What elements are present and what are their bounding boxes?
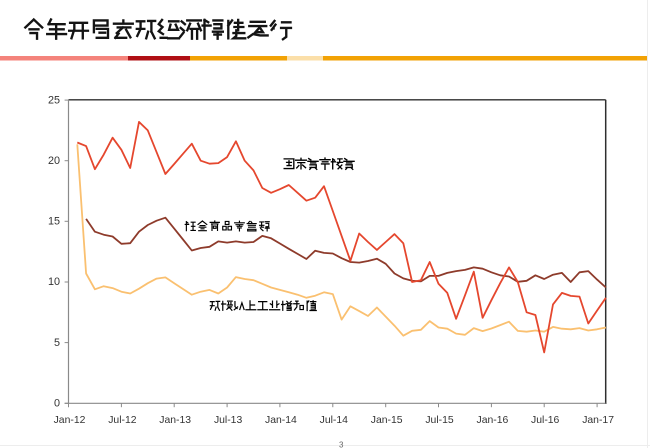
svg-text:Jan-17: Jan-17: [582, 415, 614, 426]
svg-text:25: 25: [48, 94, 60, 106]
svg-text:Jan-14: Jan-14: [265, 415, 297, 426]
svg-text:Jan-16: Jan-16: [477, 415, 509, 426]
svg-text:Jul-14: Jul-14: [320, 415, 349, 426]
svg-text:Jul-16: Jul-16: [531, 415, 560, 426]
svg-text:20: 20: [48, 155, 60, 167]
svg-text:10: 10: [48, 276, 60, 288]
svg-text:Jul-13: Jul-13: [214, 415, 243, 426]
svg-text:15: 15: [48, 216, 60, 228]
svg-text:3: 3: [339, 441, 344, 448]
svg-text:Jan-12: Jan-12: [54, 415, 86, 426]
svg-text:Jan-13: Jan-13: [159, 415, 191, 426]
svg-text:5: 5: [54, 337, 60, 349]
svg-text:Jul-12: Jul-12: [108, 415, 137, 426]
svg-text:Jul-15: Jul-15: [425, 415, 454, 426]
svg-text:Jan-15: Jan-15: [371, 415, 403, 426]
svg-text:0: 0: [54, 398, 60, 410]
